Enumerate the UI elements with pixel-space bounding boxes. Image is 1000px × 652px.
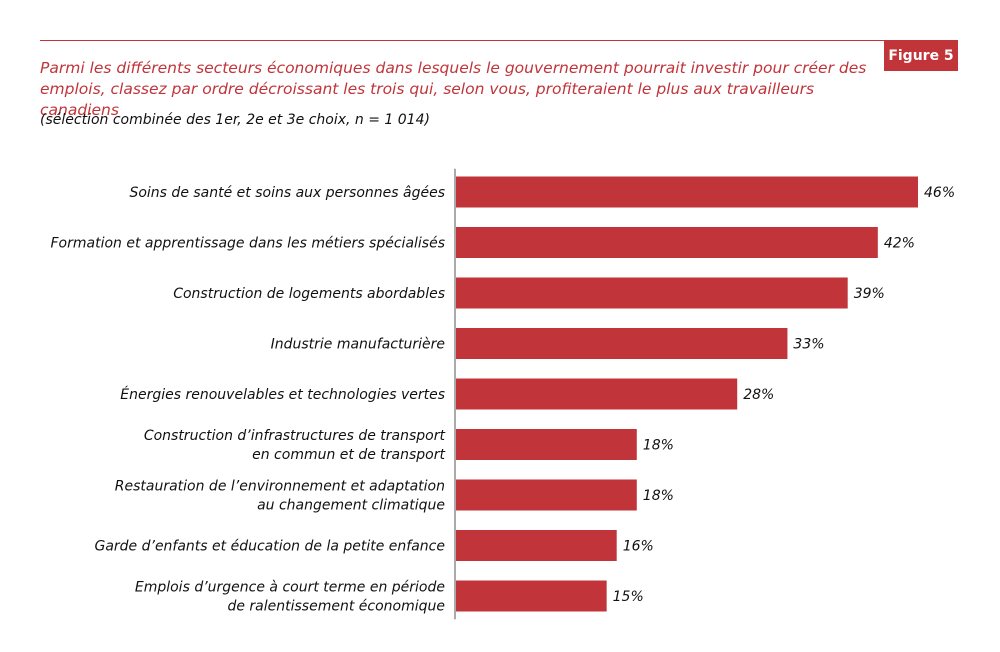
bar — [456, 277, 848, 309]
value-label: 39% — [854, 286, 885, 302]
value-label: 42% — [884, 236, 915, 252]
bar — [456, 530, 617, 561]
value-label: 46% — [924, 185, 955, 201]
category-label-line: Formation et apprentissage dans les méti… — [50, 236, 445, 252]
category-label: Restauration de l’environnement et adapt… — [115, 479, 445, 514]
chart-subtitle: (sélection combinée des 1er, 2e et 3e ch… — [40, 112, 430, 128]
category-label-line: Restauration de l’environnement et adapt… — [115, 479, 445, 495]
bar — [456, 580, 607, 612]
value-label: 15% — [613, 589, 644, 605]
category-label-line: Emplois d’urgence à court terme en pério… — [135, 580, 445, 596]
category-label-line: au changement climatique — [257, 498, 445, 514]
category-label-line: Garde d’enfants et éducation de la petit… — [94, 539, 445, 555]
category-label-line: Soins de santé et soins aux personnes âg… — [129, 185, 445, 201]
bar — [456, 378, 738, 410]
category-label: Énergies renouvelables et technologies v… — [120, 386, 445, 403]
bar — [456, 328, 788, 359]
category-label-line: Énergies renouvelables et technologies v… — [120, 386, 445, 403]
figure-badge: Figure 5 — [884, 41, 958, 71]
category-label-line: Industrie manufacturière — [271, 337, 445, 353]
category-label: Emplois d’urgence à court terme en pério… — [135, 580, 445, 615]
category-label-line: de ralentissement économique — [227, 599, 445, 615]
value-label: 18% — [643, 488, 674, 504]
value-label: 18% — [643, 438, 674, 454]
category-label-line: Construction de logements abordables — [173, 286, 445, 302]
bar — [456, 176, 918, 208]
category-label: Soins de santé et soins aux personnes âg… — [129, 185, 445, 201]
category-label: Industrie manufacturière — [271, 337, 445, 353]
category-label: Garde d’enfants et éducation de la petit… — [94, 539, 445, 555]
chart-title: Parmi les différents secteurs économique… — [40, 59, 867, 119]
bar — [456, 227, 878, 258]
bar — [456, 429, 637, 460]
value-label: 28% — [743, 387, 774, 403]
value-label: 16% — [623, 539, 654, 555]
top-rule — [40, 40, 958, 41]
value-label: 33% — [793, 337, 824, 353]
category-label-line: en commun et de transport — [252, 447, 445, 463]
category-label: Construction d’infrastructures de transp… — [144, 428, 446, 463]
category-label: Formation et apprentissage dans les méti… — [50, 236, 445, 252]
bar — [456, 479, 637, 511]
category-label: Construction de logements abordables — [173, 286, 445, 302]
category-label-line: Construction d’infrastructures de transp… — [144, 428, 446, 444]
